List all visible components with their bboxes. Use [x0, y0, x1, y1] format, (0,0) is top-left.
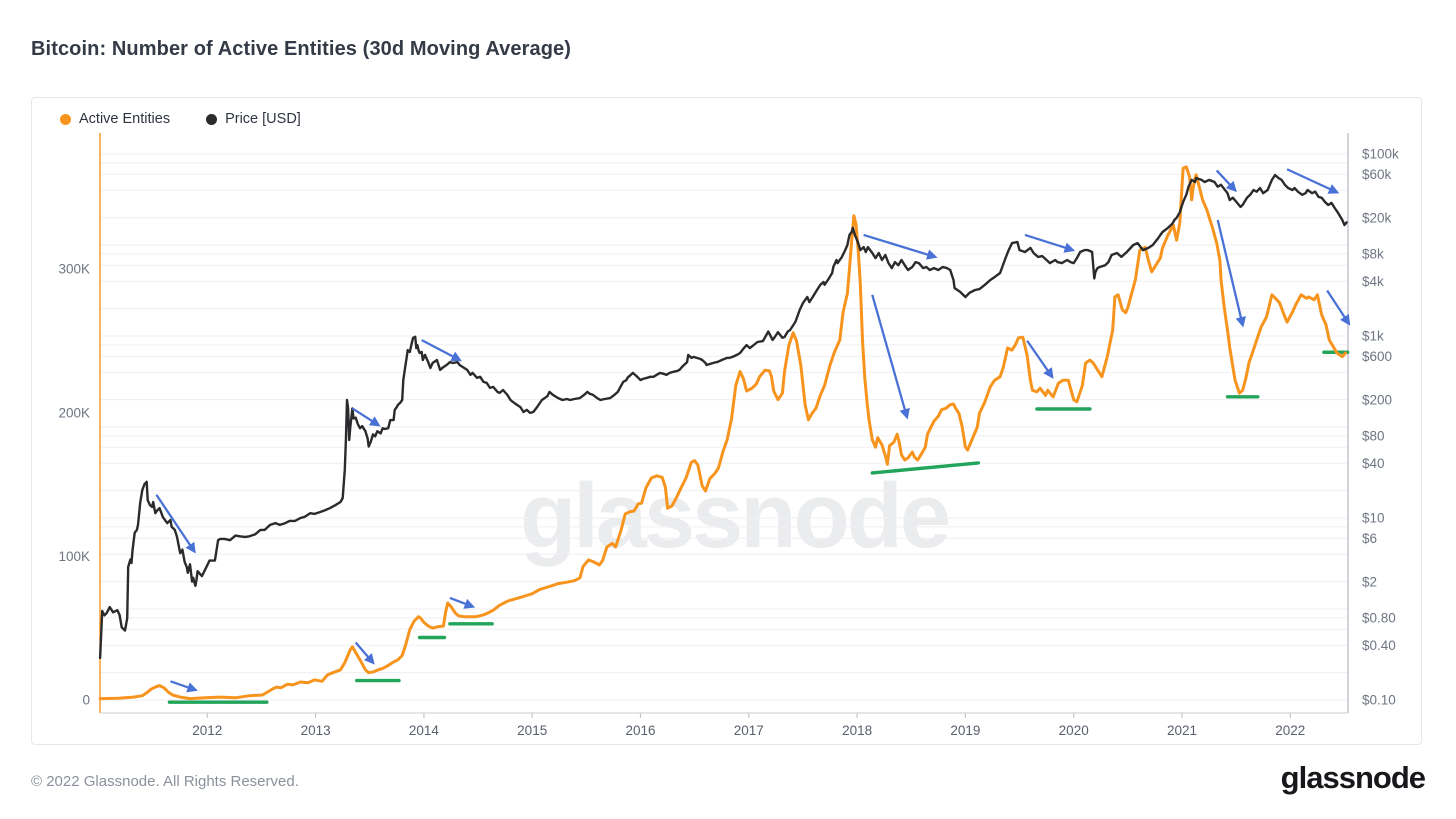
- legend-dot-price-usd-icon: [206, 113, 218, 125]
- x-axis-label: 2021: [1167, 723, 1197, 738]
- price-line: [98, 173, 1348, 660]
- support-line: [870, 461, 981, 475]
- legend-label-price-usd: Price [USD]: [225, 111, 301, 127]
- trend-arrow: [421, 339, 462, 362]
- trend-arrow: [1024, 233, 1076, 253]
- trend-arrow: [354, 641, 375, 665]
- trend-arrow: [351, 407, 381, 427]
- y-right-axis-label: $40: [1362, 456, 1385, 471]
- x-axis-label: 2017: [734, 723, 764, 738]
- chart-legend: Active Entities Price [USD]: [60, 111, 301, 127]
- x-axis-label: 2019: [950, 723, 980, 738]
- y-right-axis-label: $0.80: [1362, 611, 1396, 626]
- legend-label-active-entities: Active Entities: [79, 111, 171, 127]
- copyright-text: © 2022 Glassnode. All Rights Reserved.: [31, 773, 299, 790]
- trend-arrow: [863, 233, 938, 260]
- x-axis-label: 2018: [842, 723, 872, 738]
- y-right-axis-label: $20k: [1362, 210, 1392, 225]
- y-right-axis-label: $100k: [1362, 147, 1399, 162]
- y-right-axis-label: $0.10: [1362, 693, 1396, 708]
- legend-dot-active-entities-icon: [60, 113, 71, 125]
- y-right-axis-label: $0.40: [1362, 638, 1396, 653]
- y-right-axis-label: $600: [1362, 349, 1392, 364]
- x-axis-label: 2014: [409, 723, 440, 738]
- trend-arrow: [1216, 219, 1246, 328]
- y-right-axis-label: $2: [1362, 574, 1377, 589]
- y-right-axis-label: $60k: [1362, 167, 1392, 182]
- glassnode-logo[interactable]: glassnode: [1280, 760, 1426, 795]
- y-right-axis-label: $8k: [1362, 247, 1384, 262]
- trend-arrow: [1026, 340, 1054, 379]
- trend-arrow: [170, 680, 198, 693]
- trend-arrow: [1215, 169, 1237, 193]
- y-right-axis-label: $200: [1362, 392, 1392, 407]
- trend-arrow: [871, 294, 910, 420]
- y-left-axis-label: 100K: [58, 549, 90, 564]
- y-left-axis-label: 200K: [58, 405, 90, 420]
- x-axis-label: 2015: [517, 723, 547, 738]
- y-right-axis-label: $10: [1362, 511, 1385, 526]
- chart-panel: glassnode: [31, 97, 1422, 745]
- legend-item-price-usd[interactable]: Price [USD]: [206, 111, 301, 127]
- legend-item-active-entities[interactable]: Active Entities: [60, 111, 170, 127]
- y-right-axis-label: $6: [1362, 531, 1377, 546]
- y-right-axis-label: $4k: [1362, 274, 1384, 289]
- trend-arrow: [1286, 168, 1340, 194]
- active-entities-line: [98, 165, 1347, 701]
- x-axis-label: 2016: [625, 723, 655, 738]
- trend-arrow: [449, 596, 476, 609]
- y-left-axis-label: 0: [82, 693, 90, 708]
- x-axis-label: 2022: [1275, 723, 1305, 738]
- trend-arrow: [155, 494, 196, 554]
- y-right-axis-label: $1k: [1362, 329, 1384, 344]
- y-left-axis-label: 300K: [58, 262, 90, 277]
- x-axis-label: 2012: [192, 723, 222, 738]
- watermark-logo: glassnode: [520, 465, 951, 567]
- trend-arrow: [1326, 289, 1351, 326]
- x-axis-label: 2013: [301, 723, 331, 738]
- chart-title: Bitcoin: Number of Active Entities (30d …: [31, 38, 572, 60]
- y-right-axis-label: $80: [1362, 429, 1385, 444]
- x-axis-label: 2020: [1059, 723, 1089, 738]
